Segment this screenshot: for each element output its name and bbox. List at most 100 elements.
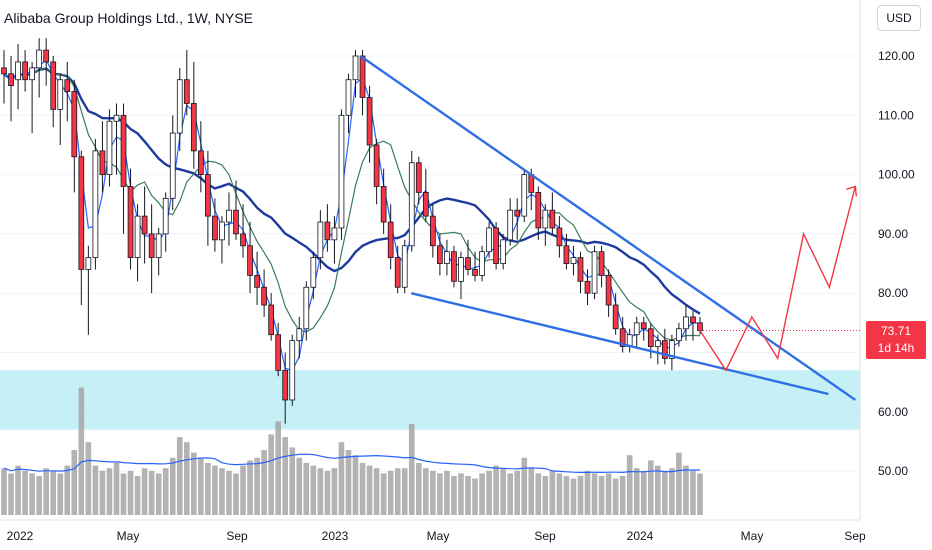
candle-body xyxy=(233,209,239,235)
candle-body xyxy=(577,257,584,282)
candle-body xyxy=(394,257,401,288)
volume-bar xyxy=(683,465,689,515)
volume-bar xyxy=(394,468,401,515)
volume-bar xyxy=(261,450,267,515)
y-tick-label: 90.00 xyxy=(878,227,908,241)
volume-bar xyxy=(99,470,106,515)
volume-bar xyxy=(141,468,148,515)
candle-body xyxy=(465,257,471,270)
candle-body xyxy=(493,227,499,264)
volume-bar xyxy=(331,468,338,515)
candle-body xyxy=(563,245,570,264)
chart-title: Alibaba Group Holdings Ltd., 1W, NYSE xyxy=(4,10,254,26)
candle-body xyxy=(500,239,507,264)
volume-bar xyxy=(155,473,162,515)
candle-body xyxy=(247,245,253,276)
candle-body xyxy=(1,67,7,75)
candle-body xyxy=(647,328,654,347)
candle-body xyxy=(176,79,183,134)
candle-body xyxy=(71,91,78,158)
volume-bar xyxy=(401,468,408,515)
candle-body xyxy=(148,233,155,259)
volume-bar xyxy=(352,455,359,515)
last-price-badge: 73.71 1d 14h xyxy=(866,321,926,359)
candle-body xyxy=(591,251,598,294)
candle-body xyxy=(415,162,422,193)
y-tick-label: 120.00 xyxy=(878,49,915,63)
volume-bar xyxy=(479,473,485,515)
volume-bar xyxy=(598,476,605,515)
candle-body xyxy=(64,79,71,92)
volume-bar xyxy=(472,478,478,515)
bar-countdown: 1d 14h xyxy=(877,341,915,355)
candle-body xyxy=(669,340,675,359)
volume-bar xyxy=(493,465,499,515)
candle-body xyxy=(458,257,464,282)
candle-body xyxy=(584,280,591,294)
volume-bar xyxy=(662,470,668,515)
volume-bar xyxy=(669,468,675,515)
volume-bar xyxy=(254,457,260,515)
currency-button[interactable]: USD xyxy=(877,5,921,31)
candle-body xyxy=(451,251,457,282)
candle-body xyxy=(654,340,661,347)
volume-bar xyxy=(507,473,513,515)
volume-bar xyxy=(183,442,190,515)
candle-body xyxy=(219,221,225,241)
trendline-lower xyxy=(410,292,829,396)
candle-body xyxy=(289,340,296,401)
volume-bar xyxy=(289,447,296,515)
volume-bar xyxy=(78,387,85,515)
volume-bar xyxy=(640,470,647,515)
candle-body xyxy=(50,61,57,110)
volume-bar xyxy=(317,468,324,515)
volume-bar xyxy=(247,460,253,515)
x-tick-label: May xyxy=(427,529,450,543)
candle-body xyxy=(352,55,359,81)
volume-bar xyxy=(359,463,366,515)
ma-mid-line xyxy=(3,68,701,341)
candlesticks xyxy=(1,38,703,424)
candle-body xyxy=(479,251,485,276)
volume-bar xyxy=(373,468,380,515)
volume-bar xyxy=(43,468,49,515)
candle-body xyxy=(120,114,127,187)
candle-body xyxy=(690,316,696,324)
candle-body xyxy=(338,114,345,229)
volume-bar xyxy=(577,476,584,515)
volume-bar xyxy=(521,457,528,515)
candle-body xyxy=(183,79,190,104)
volume-bar xyxy=(50,470,57,515)
x-tick-label: 2023 xyxy=(322,529,349,543)
candle-body xyxy=(205,174,211,217)
volume-bar xyxy=(324,470,331,515)
candle-body xyxy=(444,251,450,264)
candle-body xyxy=(275,334,282,371)
volume-bar xyxy=(92,465,99,515)
volume-bar xyxy=(338,442,345,515)
candle-body xyxy=(78,156,85,270)
volume-bar xyxy=(219,468,225,515)
y-axis: 120.00110.00100.0090.0080.0070.0060.0050… xyxy=(878,49,915,478)
candle-body xyxy=(486,227,492,253)
volume-bar xyxy=(148,470,155,515)
candle-body xyxy=(633,322,640,336)
x-tick-label: Sep xyxy=(534,529,556,543)
volume-bar xyxy=(542,476,549,515)
candle-body xyxy=(113,114,120,122)
volume-bar xyxy=(1,468,7,515)
projection-path xyxy=(699,185,858,372)
grid-lines xyxy=(0,0,861,521)
candle-body xyxy=(197,150,204,176)
volume-bar xyxy=(605,473,612,515)
volume-bar xyxy=(36,476,42,515)
candle-body xyxy=(92,150,99,259)
candle-body xyxy=(310,257,317,288)
volume-bar xyxy=(106,468,113,515)
volume-bar xyxy=(29,473,35,515)
candle-body xyxy=(373,144,380,187)
volume-bar xyxy=(198,457,204,515)
candle-body xyxy=(282,369,289,401)
candle-body xyxy=(190,103,197,152)
